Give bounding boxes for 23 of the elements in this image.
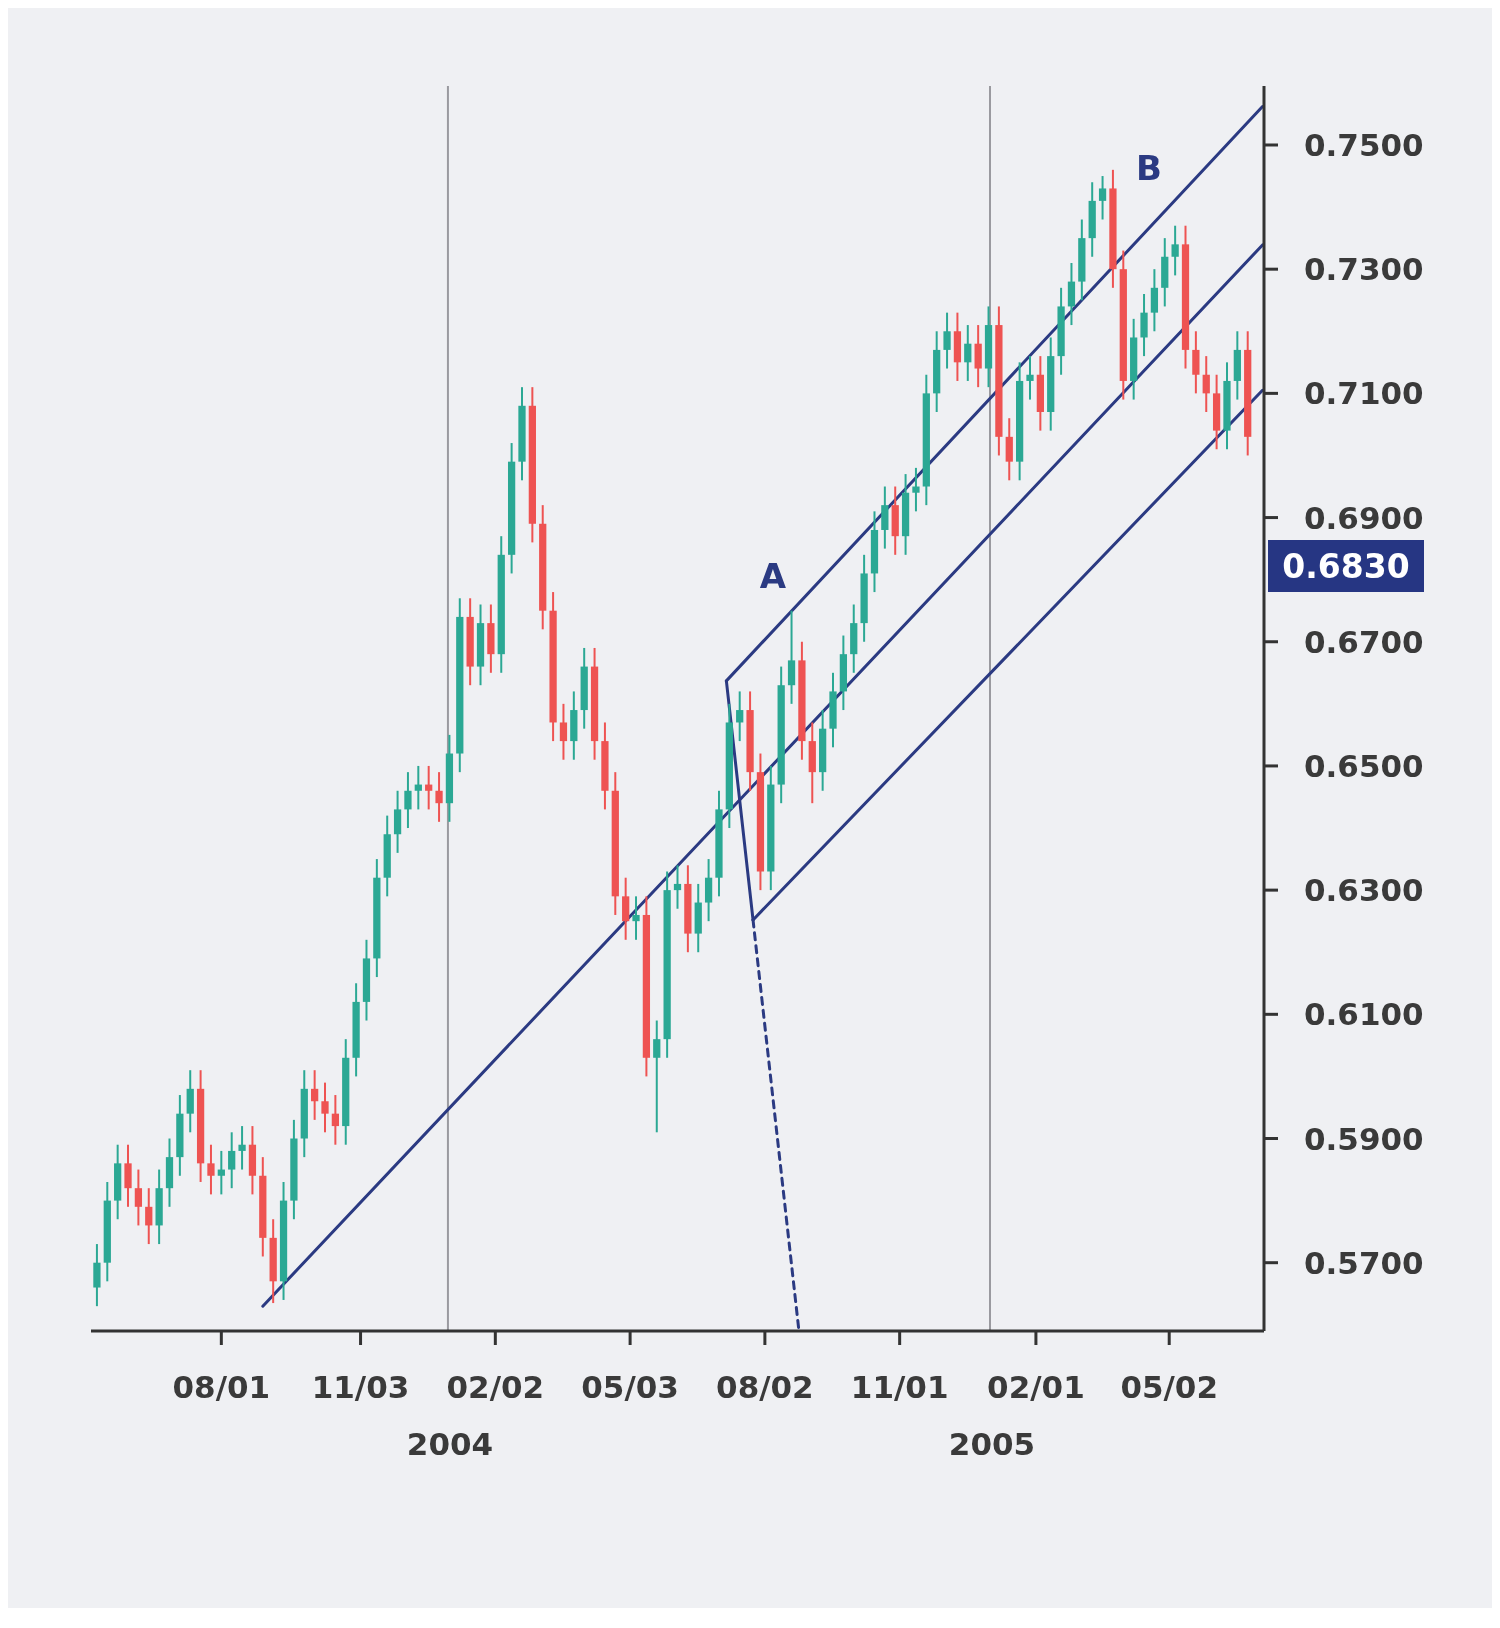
y-tick-label: 0.6500 [1304, 747, 1424, 784]
text: 0.6830 [1282, 547, 1410, 586]
y-tick-label: 0.7500 [1304, 126, 1424, 163]
text: 2005 [948, 1426, 1036, 1462]
annotation: B [1136, 148, 1162, 188]
y-tick-label: 0.7300 [1304, 251, 1424, 288]
y-tick-label: 0.6100 [1304, 996, 1424, 1033]
y-tick-label: 0.6900 [1304, 499, 1424, 536]
y-tick-label: 0.7100 [1304, 375, 1424, 412]
x-tick-label: 11/03 [311, 1369, 410, 1405]
y-tick-label: 0.6700 [1304, 623, 1424, 660]
y-tick-label: 0.6300 [1304, 872, 1424, 909]
x-tick-label: 02/01 [987, 1369, 1085, 1405]
x-tick-label: 05/02 [1120, 1369, 1219, 1405]
y-tick-label: 0.5700 [1304, 1244, 1424, 1281]
x-tick-label: 11/01 [850, 1369, 949, 1405]
y-tick-label: 0.5900 [1304, 1120, 1424, 1157]
x-tick-label: 08/01 [172, 1369, 271, 1405]
x-tick-label: 08/02 [716, 1369, 814, 1405]
x-tick-label: 05/03 [581, 1369, 679, 1405]
x-tick-label: 02/02 [446, 1369, 545, 1405]
text: 2004 [406, 1426, 494, 1462]
annotation: A [759, 556, 787, 596]
